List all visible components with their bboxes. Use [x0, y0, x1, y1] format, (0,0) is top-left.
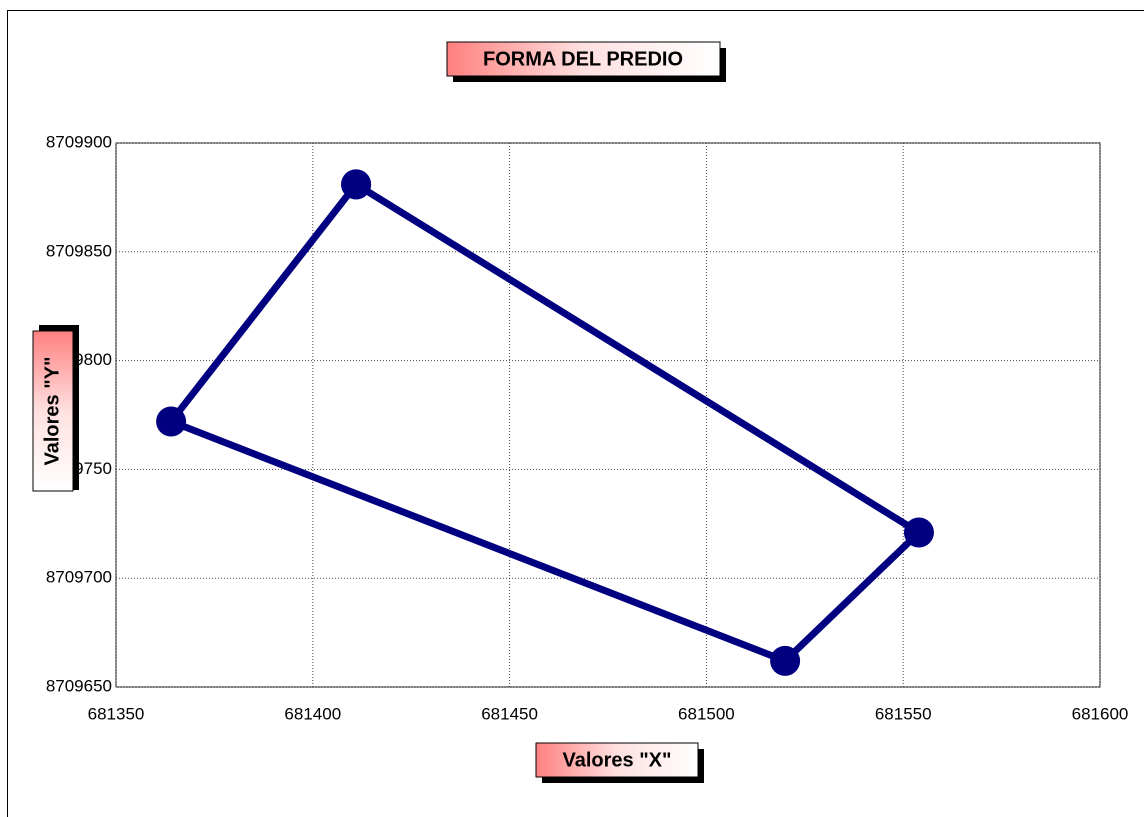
data-point [903, 517, 934, 548]
data-point [341, 169, 372, 200]
y-tick-label: 8709700 [46, 568, 112, 587]
y-tick-label: 8709900 [46, 132, 112, 151]
x-tick-label: 681550 [875, 704, 932, 723]
chart-title: FORMA DEL PREDIO [483, 48, 683, 70]
x-tick-label: 681500 [678, 704, 735, 723]
x-label-box [535, 742, 699, 778]
y-tick-label: 8709850 [46, 241, 112, 260]
data-point [770, 645, 801, 676]
y-axis-label: Valores "Y" [41, 356, 63, 465]
y-label-box [32, 330, 74, 492]
x-tick-label: 681450 [481, 704, 538, 723]
data-point [156, 406, 187, 437]
x-tick-label: 681400 [284, 704, 341, 723]
plot-area: 8709650870970087097508709800870985087099… [46, 132, 1129, 723]
y-tick-label: 8709650 [46, 676, 112, 695]
x-axis-label: Valores "X" [562, 749, 671, 771]
x-tick-label: 681600 [1072, 704, 1129, 723]
x-tick-label: 681350 [88, 704, 145, 723]
title-box [446, 41, 721, 77]
plot-background [115, 142, 1101, 688]
